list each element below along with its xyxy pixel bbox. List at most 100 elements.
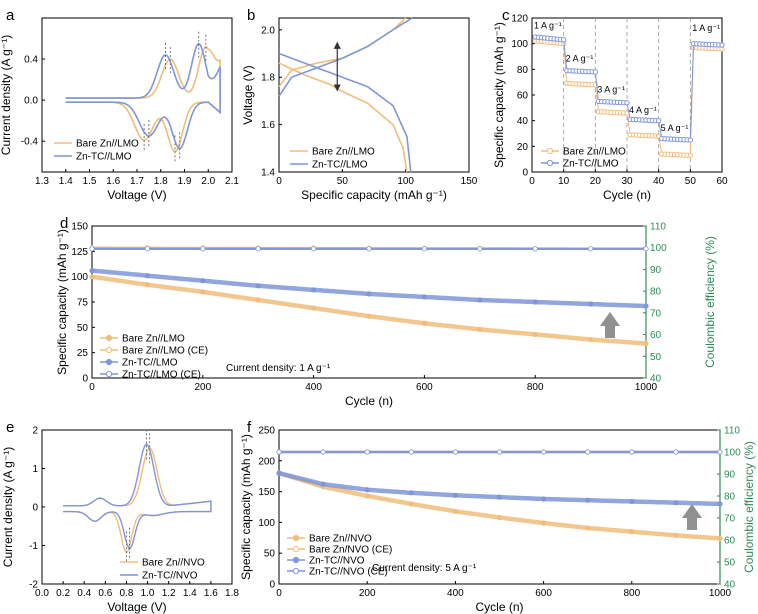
y-tick-label: 100 xyxy=(511,39,528,50)
y-tick-label: 0 xyxy=(32,503,38,514)
series-marker xyxy=(629,529,635,535)
improvement-arrow xyxy=(682,504,702,530)
y-tick-label: 1.4 xyxy=(261,168,275,179)
series-marker xyxy=(89,246,95,252)
legend-label: Bare Zn//NVO xyxy=(309,534,372,545)
series-marker xyxy=(643,340,649,347)
series-marker xyxy=(408,449,414,455)
y-tick-label: 60 xyxy=(517,91,529,102)
series-marker xyxy=(587,246,594,252)
x-tick-label: 10 xyxy=(558,176,570,187)
x-tick-label: 0.8 xyxy=(119,588,133,599)
legend-label: Zn-TC//LMO xyxy=(122,358,178,369)
x-axis-label: Voltage (V) xyxy=(107,600,166,614)
y-tick-label: 0 xyxy=(269,580,275,591)
x-tick-label: 1000 xyxy=(635,382,658,393)
series-marker xyxy=(320,481,326,487)
y-tick-label: 200 xyxy=(258,456,275,467)
x-tick-label: 600 xyxy=(416,382,433,393)
legend-label: Bare Zn//NVO xyxy=(142,558,205,569)
y-tick-label: 100 xyxy=(71,272,88,283)
legend-marker xyxy=(292,534,300,542)
x-tick-label: 0 xyxy=(276,176,282,187)
current-density-annotation: Current density: 5 A g⁻¹ xyxy=(372,563,477,574)
series-marker xyxy=(310,305,317,311)
x-tick-label: 1.9 xyxy=(178,176,192,187)
series-marker xyxy=(364,493,370,499)
series-marker xyxy=(310,246,317,252)
legend-label: Bare Zn//LMO (CE) xyxy=(122,346,208,357)
x-tick-label: 0 xyxy=(276,588,282,599)
y2-tick-label: 90 xyxy=(650,265,662,276)
discharge-curve xyxy=(278,52,412,173)
y2-tick-label: 80 xyxy=(724,492,736,503)
x-tick-label: 400 xyxy=(447,588,464,599)
series-marker xyxy=(408,490,414,496)
series-marker xyxy=(585,497,591,503)
x-axis-label: Cycle (n) xyxy=(475,600,523,614)
y2-tick-label: 100 xyxy=(724,448,741,459)
series-marker xyxy=(320,449,326,455)
y-tick-label: 0.0 xyxy=(24,96,38,107)
legend-marker xyxy=(105,370,113,378)
x-tick-label: 200 xyxy=(359,588,376,599)
series-marker xyxy=(496,514,503,521)
series-marker xyxy=(629,498,635,505)
y2-tick-label: 70 xyxy=(724,514,736,525)
y2-tick-label: 90 xyxy=(724,470,736,481)
x-tick-label: 0.6 xyxy=(98,588,112,599)
series-marker xyxy=(200,246,206,252)
y-tick-label: 40 xyxy=(517,116,529,127)
x-tick-label: 1.6 xyxy=(204,588,218,599)
y-axis-label: Current density (A g⁻¹) xyxy=(0,35,13,155)
legend-marker xyxy=(292,545,300,553)
series-marker xyxy=(310,287,317,293)
series-marker xyxy=(540,496,547,502)
series-marker xyxy=(673,532,679,538)
legend-label: Zn-TC//NVO xyxy=(309,556,365,567)
y-tick-label: 0 xyxy=(522,168,528,179)
series-marker xyxy=(629,449,635,455)
x-tick-label: 600 xyxy=(535,588,552,599)
x-tick-label: 0.4 xyxy=(77,588,91,599)
series-marker xyxy=(200,289,206,295)
rate-label: 1 A g⁻¹ xyxy=(534,20,562,30)
cv-curve xyxy=(63,443,212,550)
series-marker xyxy=(200,278,206,284)
series-marker xyxy=(532,331,538,338)
x-tick-label: 2.0 xyxy=(201,176,215,187)
cv-curve xyxy=(65,42,221,150)
y-tick-label: 50 xyxy=(264,549,276,560)
x-tick-label: 40 xyxy=(653,176,665,187)
series-marker xyxy=(276,449,282,455)
rate-label: 1 A g⁻¹ xyxy=(692,23,720,33)
x-tick-label: 400 xyxy=(305,382,322,393)
series-marker xyxy=(408,501,414,507)
series-marker xyxy=(89,274,95,280)
y-tick-label: 150 xyxy=(71,222,88,233)
series-marker xyxy=(364,449,370,455)
y-axis-label: Voltage (V) xyxy=(241,65,255,124)
x-tick-label: 800 xyxy=(623,588,640,599)
legend-label: Zn-TC//LMO xyxy=(76,152,132,163)
y2-tick-label: 110 xyxy=(650,222,666,233)
y-tick-label: 20 xyxy=(517,142,529,153)
rate-label: 4 A g⁻¹ xyxy=(629,105,657,115)
y2-tick-label: 110 xyxy=(724,426,740,437)
x-tick-label: 1.8 xyxy=(225,588,239,599)
panel-label-d: d xyxy=(60,215,68,232)
y2-axis-label: Coulombic efficiency (%) xyxy=(742,441,756,573)
legend-label: Bare Zn//LMO xyxy=(122,334,185,345)
y-tick-label: 75 xyxy=(77,298,89,309)
series-marker xyxy=(366,246,372,252)
panel-label-c: c xyxy=(502,7,510,24)
series-marker xyxy=(587,336,594,343)
rate-point xyxy=(592,69,599,75)
series-marker xyxy=(144,246,150,252)
y2-tick-label: 60 xyxy=(724,536,736,547)
y-tick-label: 1.6 xyxy=(261,120,275,131)
x-tick-label: 150 xyxy=(461,176,478,187)
x-tick-label: 1.8 xyxy=(154,176,168,187)
legend-marker xyxy=(292,567,300,575)
legend-marker xyxy=(292,556,300,564)
